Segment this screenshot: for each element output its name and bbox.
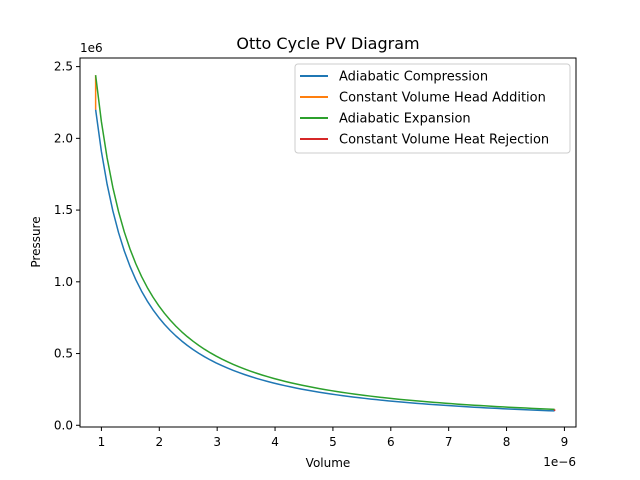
series-line-3 (94, 75, 555, 411)
x-axis-ticks: 1 2 3 4 5 6 7 8 9 (98, 427, 569, 449)
x-tick-label: 2 (155, 435, 163, 449)
x-tick-label: 9 (561, 435, 569, 449)
series-line-1 (94, 109, 555, 412)
series-layer (94, 75, 556, 412)
x-tick-label: 6 (387, 435, 395, 449)
y-tick-label: 0.5 (54, 347, 73, 361)
y-tick-label: 1.0 (54, 275, 73, 289)
x-axis-label: Volume (306, 456, 351, 470)
x-tick-label: 5 (329, 435, 337, 449)
x-tick-label: 7 (445, 435, 453, 449)
legend: Adiabatic Compression Constant Volume Hea… (294, 63, 571, 154)
y-tick-label: 1.5 (54, 203, 73, 217)
chart-title: Otto Cycle PV Diagram (236, 34, 419, 53)
legend-label: Constant Volume Head Addition (339, 91, 546, 106)
y-axis-label: Pressure (29, 216, 43, 267)
y-axis-ticks: 0.0 0.5 1.0 1.5 2.0 2.5 (54, 60, 80, 432)
y-axis-offset-text: 1e6 (80, 41, 103, 55)
legend-box (294, 63, 571, 154)
x-tick-label: 4 (271, 435, 279, 449)
y-tick-label: 2.0 (54, 131, 73, 145)
x-tick-label: 1 (98, 435, 106, 449)
legend-label: Adiabatic Compression (339, 70, 488, 85)
legend-label: Constant Volume Heat Rejection (339, 133, 549, 148)
x-axis-offset-text: 1e−6 (543, 455, 576, 469)
legend-label: Adiabatic Expansion (339, 112, 471, 127)
y-tick-label: 0.0 (54, 418, 73, 432)
axes-frame (79, 57, 577, 428)
y-tick-label: 2.5 (54, 60, 73, 74)
x-tick-label: 3 (213, 435, 221, 449)
x-tick-label: 8 (503, 435, 511, 449)
